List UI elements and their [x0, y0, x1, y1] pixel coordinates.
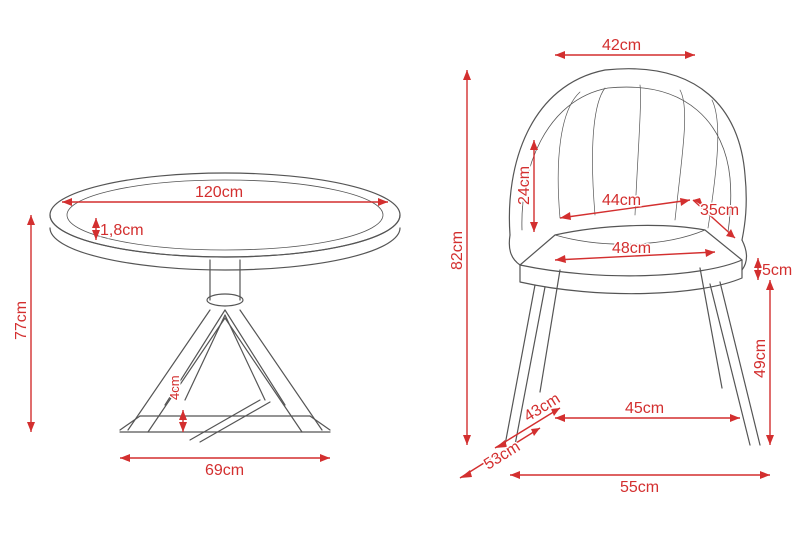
- svg-text:69cm: 69cm: [205, 462, 244, 479]
- svg-text:82cm: 82cm: [449, 231, 466, 270]
- dim-table-width: 120cm: [62, 184, 388, 206]
- svg-text:45cm: 45cm: [625, 400, 664, 417]
- dim-table-height: 77cm: [13, 215, 35, 432]
- dim-chair-seat-front-w: 48cm: [555, 240, 715, 263]
- dim-chair-backw: 42cm: [555, 37, 695, 59]
- svg-text:49cm: 49cm: [752, 339, 769, 378]
- svg-text:55cm: 55cm: [620, 479, 659, 496]
- svg-text:35cm: 35cm: [700, 202, 739, 219]
- dim-chair-h: 82cm: [449, 70, 471, 445]
- dim-chair-seat-thk: 5cm: [754, 258, 792, 280]
- svg-text:42cm: 42cm: [602, 37, 641, 54]
- svg-text:43cm: 43cm: [521, 390, 563, 425]
- dim-table-basew: 69cm: [120, 454, 330, 479]
- dim-chair-seat-h: 49cm: [752, 280, 774, 445]
- dim-chair-side-depth: 43cm: [495, 390, 563, 448]
- svg-text:77cm: 77cm: [13, 301, 30, 340]
- dim-chair-total-depth: 53cm: [460, 428, 540, 478]
- svg-text:44cm: 44cm: [602, 192, 641, 209]
- dim-chair-backh: 24cm: [516, 140, 538, 232]
- dim-label: 120cm: [195, 184, 243, 201]
- svg-text:48cm: 48cm: [612, 240, 651, 257]
- svg-text:24cm: 24cm: [516, 166, 533, 205]
- dim-table-thickness: 1,8cm: [92, 218, 144, 240]
- dimension-drawing: 120cm 1,8cm 77cm 4cm: [0, 0, 800, 533]
- dim-label: 1,8cm: [100, 222, 144, 239]
- dim-table-basegap: 4cm: [167, 375, 187, 432]
- svg-text:5cm: 5cm: [762, 262, 792, 279]
- dim-chair-leg-span: 45cm: [555, 400, 740, 422]
- table-outline: [50, 173, 400, 442]
- dim-chair-total-w: 55cm: [510, 471, 770, 496]
- svg-text:4cm: 4cm: [167, 375, 182, 400]
- dim-chair-seat-inner-w: 44cm: [560, 192, 690, 220]
